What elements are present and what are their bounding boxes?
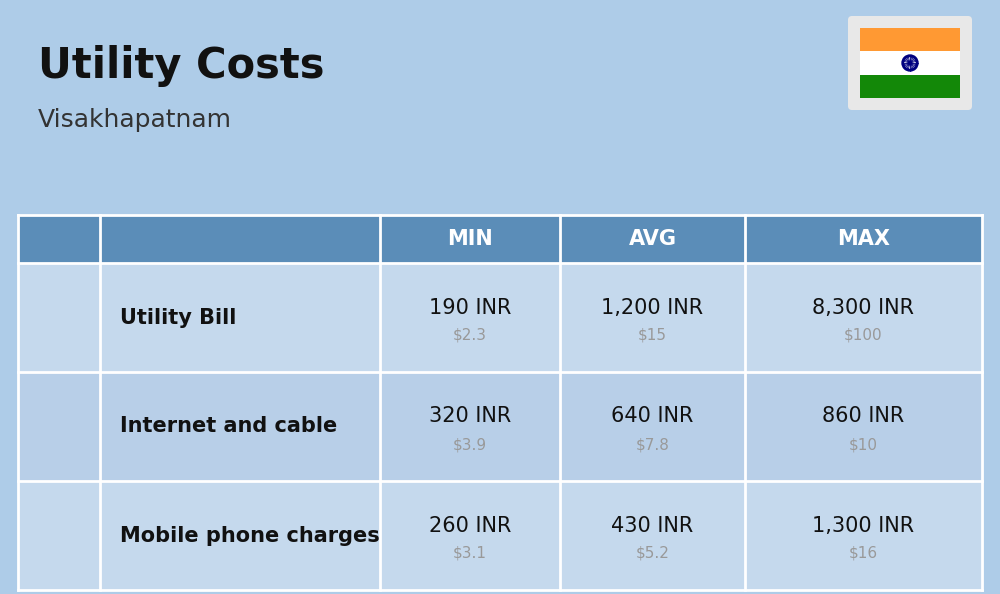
- Bar: [18, 481, 982, 590]
- Bar: [18, 263, 982, 372]
- Text: Utility Costs: Utility Costs: [38, 45, 324, 87]
- Text: MAX: MAX: [837, 229, 890, 249]
- Text: 430 INR: 430 INR: [611, 516, 694, 536]
- Bar: [860, 51, 960, 75]
- Bar: [860, 75, 960, 98]
- Text: Utility Bill: Utility Bill: [120, 308, 236, 327]
- Text: Visakhapatnam: Visakhapatnam: [38, 108, 232, 132]
- Text: $3.1: $3.1: [453, 546, 487, 561]
- Text: $10: $10: [849, 437, 878, 452]
- Text: $16: $16: [849, 546, 878, 561]
- Text: 190 INR: 190 INR: [429, 298, 511, 318]
- Bar: [18, 215, 982, 263]
- Text: $3.9: $3.9: [453, 437, 487, 452]
- Text: $2.3: $2.3: [453, 328, 487, 343]
- Bar: [18, 372, 982, 481]
- Text: $7.8: $7.8: [636, 437, 669, 452]
- Bar: [860, 28, 960, 51]
- Circle shape: [908, 62, 912, 65]
- Text: AVG: AVG: [629, 229, 676, 249]
- Text: 8,300 INR: 8,300 INR: [812, 298, 914, 318]
- Text: 320 INR: 320 INR: [429, 406, 511, 426]
- Text: $5.2: $5.2: [636, 546, 669, 561]
- Text: $100: $100: [844, 328, 883, 343]
- Circle shape: [905, 58, 915, 68]
- Text: 1,200 INR: 1,200 INR: [601, 298, 704, 318]
- Text: Internet and cable: Internet and cable: [120, 416, 337, 437]
- Text: $15: $15: [638, 328, 667, 343]
- Circle shape: [902, 55, 918, 71]
- Text: 640 INR: 640 INR: [611, 406, 694, 426]
- Text: MIN: MIN: [447, 229, 493, 249]
- Text: 260 INR: 260 INR: [429, 516, 511, 536]
- Text: 860 INR: 860 INR: [822, 406, 905, 426]
- FancyBboxPatch shape: [848, 16, 972, 110]
- Text: Mobile phone charges: Mobile phone charges: [120, 526, 380, 545]
- Text: 1,300 INR: 1,300 INR: [812, 516, 915, 536]
